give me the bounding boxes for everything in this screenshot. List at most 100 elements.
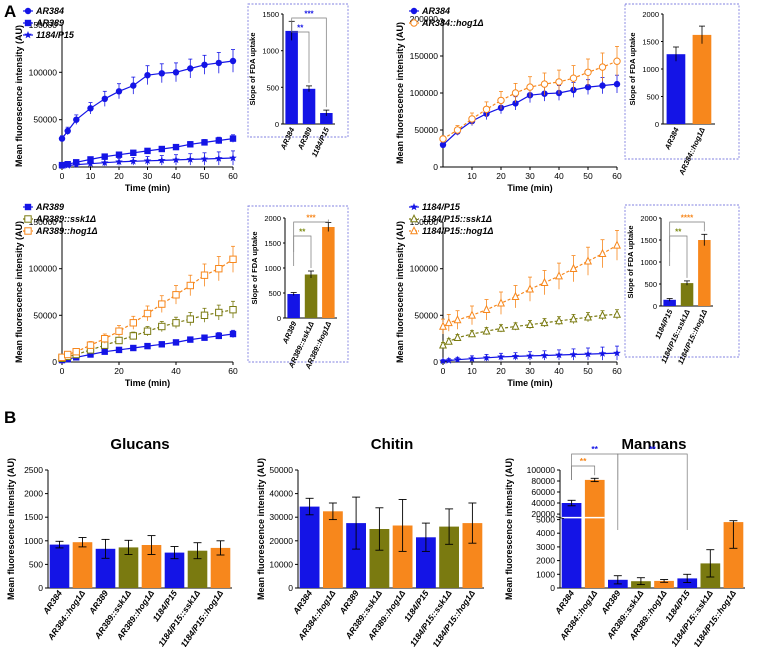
panel-label-b: B — [4, 408, 16, 427]
y-tick-label: 50000 — [33, 310, 57, 320]
y-tick-label: 30000 — [269, 512, 293, 522]
data-point — [540, 277, 549, 286]
data-point — [201, 334, 208, 341]
x-tick-label: 60 — [612, 366, 622, 376]
significance-stars: ** — [675, 228, 682, 237]
data-point — [73, 116, 80, 123]
significance-bracket — [617, 453, 688, 530]
category-label: AR389 — [337, 588, 361, 616]
series-line — [442, 352, 618, 362]
y-tick-label: 100000 — [527, 465, 556, 475]
data-point — [613, 349, 621, 357]
data-point — [87, 156, 94, 163]
x-tick-label: 20 — [496, 366, 506, 376]
inset-y-axis-label: Slope of FDA uptake — [248, 32, 257, 105]
bar — [654, 580, 674, 588]
legend-label: AR384::hog1Δ — [421, 18, 484, 28]
inset-y-tick-label: 1500 — [264, 239, 281, 248]
inset-bar — [692, 34, 712, 124]
inset-bar — [302, 88, 316, 124]
y-tick-label: 100000 — [29, 67, 58, 77]
legend-label: AR389 — [35, 18, 64, 28]
series-0 — [58, 49, 237, 142]
x-tick-label: 0 — [60, 171, 65, 181]
data-point — [144, 72, 151, 79]
data-point — [172, 339, 180, 346]
inset-y-axis-label: Slope of FDA uptake — [626, 225, 635, 298]
inset-y-tick-label: 1500 — [640, 236, 657, 245]
data-point — [497, 96, 505, 105]
x-tick-label: 60 — [612, 171, 622, 181]
data-point — [482, 353, 491, 361]
data-point — [172, 319, 180, 327]
inset-y-tick-label: 0 — [655, 120, 659, 129]
data-point — [439, 321, 447, 330]
x-tick-label: 40 — [554, 171, 564, 181]
x-tick-label: 20 — [114, 366, 124, 376]
y-tick-label: 2000 — [24, 489, 43, 499]
legend-marker — [410, 214, 418, 223]
inset-bar — [320, 113, 333, 124]
inset-y-tick-label: 2000 — [264, 214, 281, 223]
y-axis-label: Mean fluorescence intensity (AU) — [256, 458, 266, 600]
y-tick-label: 40000 — [269, 489, 293, 499]
data-point — [186, 155, 195, 163]
inset-y-tick-label: 2000 — [642, 10, 659, 19]
panel-label-a: A — [4, 2, 16, 21]
data-point — [115, 88, 123, 95]
data-point — [129, 319, 138, 327]
data-point — [215, 332, 222, 340]
data-point — [468, 354, 476, 362]
legend-marker — [24, 227, 32, 235]
legend-marker — [24, 19, 32, 27]
data-point — [584, 256, 592, 265]
inset-y-tick-label: 500 — [644, 280, 657, 289]
data-point — [130, 149, 137, 156]
x-tick-label: 50 — [583, 171, 593, 181]
bar-chart-glucans: Glucans 0 500 1000 1500 2000 2500 Mean fluoresc… — [6, 436, 232, 649]
bar — [561, 503, 582, 588]
legend-marker — [410, 226, 418, 235]
inset-bar — [287, 294, 300, 318]
data-point — [64, 127, 71, 135]
data-point — [598, 310, 607, 319]
data-point — [555, 271, 563, 280]
data-point — [540, 80, 549, 88]
data-point — [101, 95, 109, 103]
y-tick-label: 80000 — [531, 476, 555, 486]
data-point — [569, 263, 578, 272]
data-point — [468, 115, 476, 123]
data-point — [453, 332, 462, 341]
data-point — [215, 137, 222, 144]
inset-bar — [680, 283, 694, 306]
data-point — [511, 321, 520, 330]
bar — [462, 523, 483, 588]
line-chart-a3: 0 50000 100000 150000 0 20 40 60 Time (min) Mean … — [14, 202, 349, 388]
data-point — [569, 74, 578, 82]
inset-bar — [285, 30, 298, 124]
data-point — [172, 69, 180, 76]
data-point — [215, 59, 222, 67]
bar — [187, 550, 208, 588]
x-axis-label: Time (min) — [507, 378, 552, 388]
y-tick-label: 20000 — [531, 509, 555, 519]
y-tick-label: 20000 — [269, 536, 293, 546]
series-0 — [439, 345, 621, 365]
y-tick-label: 0 — [52, 162, 57, 172]
data-point — [143, 327, 152, 335]
data-point — [613, 80, 621, 88]
significance-bracket — [293, 219, 329, 252]
x-axis-label: Time (min) — [125, 183, 170, 193]
data-point — [555, 78, 563, 86]
significance-stars: ** — [299, 228, 306, 237]
x-tick-label: 60 — [228, 171, 238, 181]
data-point — [613, 57, 621, 65]
y-axis-label: Mean fluorescence intensity (AU) — [14, 25, 24, 167]
y-tick-label: 200000 — [410, 14, 439, 24]
category-label: 1184/P15::ssk1Δ — [408, 588, 454, 647]
legend-marker — [410, 7, 418, 15]
data-point — [72, 348, 80, 356]
data-point — [482, 326, 491, 335]
